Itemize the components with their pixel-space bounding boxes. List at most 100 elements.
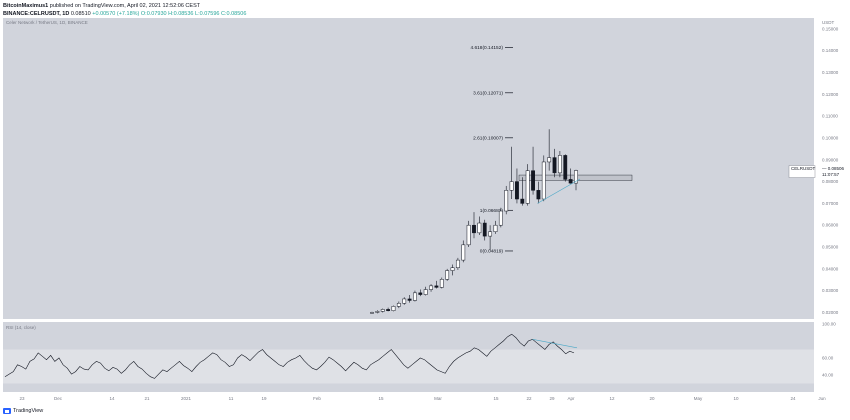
candle-body (563, 155, 568, 180)
main-pane-background (3, 18, 814, 319)
candle-body (574, 170, 578, 184)
trendline (537, 178, 581, 204)
price-tick-label: 0.02000 (822, 310, 839, 315)
published-text: published on TradingView.com, April 02, … (49, 3, 201, 9)
price-axis-unit: USDT (822, 20, 835, 25)
time-tick-label: 15 (378, 396, 384, 401)
price-trendline (537, 178, 581, 204)
price-countdown: 11:07:57 (822, 172, 840, 177)
symbol-line: BINANCE:CELRUSDT, 1D (3, 11, 70, 17)
candle-body (396, 303, 401, 307)
time-tick-label: May (694, 396, 703, 401)
price-tick-label: 0.13000 (822, 70, 839, 75)
rsi-line (4, 333, 575, 379)
time-tick-label: 29 (549, 396, 555, 401)
time-tick-label: 2021 (181, 396, 192, 401)
candle-body (520, 198, 525, 204)
change-value: 0.08510 (70, 11, 91, 17)
candle-body (413, 292, 417, 301)
price-label-box (788, 165, 816, 178)
candle-body (504, 190, 509, 212)
time-tick-label: 10 (733, 396, 739, 401)
fib-levels: 4.618(0.14152) 3.61(0.12071) 2.61(0.10007)… (470, 45, 513, 254)
time-tick-label: Apr (567, 396, 575, 401)
price-tick-label: 0.10000 (822, 135, 839, 140)
rsi-pane-title: RSI (14, close) (6, 325, 36, 330)
time-axis[interactable]: 23 Dec 14 21 2021 11 19 Feb 15 Mar 15 22 29 Apr 12 20 Ma… (19, 396, 826, 401)
tradingview-brand: TradingView (13, 408, 44, 414)
candle-body (455, 259, 460, 268)
candle-body (509, 181, 514, 191)
candle-body (461, 244, 466, 261)
time-tick-label: 15 (493, 396, 499, 401)
chart-header: BitcoinMaximus1 published on TradingView… (3, 2, 246, 18)
price-tick-label: 0.12000 (822, 92, 839, 97)
time-tick-label: Jun (818, 396, 826, 401)
candle-body (547, 157, 552, 163)
time-tick-label: Mar (434, 396, 442, 401)
candle-body (557, 155, 562, 174)
current-price-symbol: CELRUSDT (791, 166, 816, 171)
time-tick-label: 14 (109, 396, 115, 401)
candle-body (541, 161, 546, 200)
fib-level-label: 2.61(0.10007) (473, 135, 503, 141)
price-tick-label: 0.06000 (822, 223, 839, 228)
pane-title: Celer Network / TetherUS, 1D, BINANCE (6, 20, 88, 25)
time-tick-label: Feb (313, 396, 321, 401)
candle-body (370, 312, 374, 314)
fib-level-label: 4.618(0.14152) (470, 45, 503, 51)
candle-body (552, 157, 557, 174)
time-tick-label: 19 (261, 396, 267, 401)
candle-body (466, 224, 471, 246)
price-tick-label: 0.05000 (822, 245, 839, 250)
candle-body (386, 309, 391, 311)
candle-body (423, 289, 428, 295)
candle-body (450, 267, 455, 271)
candle-body (445, 270, 450, 280)
rsi-tick-label: 60.00 (822, 356, 834, 361)
tradingview-logo[interactable]: TradingView (3, 408, 43, 414)
time-tick-label: 12 (609, 396, 615, 401)
rsi-band (3, 349, 814, 384)
fib-level-label: 0(0.04819) (480, 248, 504, 254)
time-tick-label: 23 (19, 396, 25, 401)
candle-body (429, 285, 433, 290)
candle-body (488, 231, 493, 237)
candle-body (515, 181, 519, 200)
time-tick-label: 20 (649, 396, 655, 401)
change-percent: +0.00570 (+7.18%) (92, 11, 140, 17)
candle-body (477, 222, 482, 234)
price-tick-label: 0.11000 (822, 114, 838, 119)
candle-body (391, 306, 396, 311)
candle-body (380, 309, 385, 312)
current-price-value: — 0.08506 (822, 166, 845, 171)
price-tick-label: 0.04000 (822, 266, 839, 271)
candle-body (402, 298, 407, 304)
tradingview-icon (3, 408, 11, 414)
candle-body (407, 298, 412, 301)
fib-level-label: 3.61(0.12071) (473, 90, 503, 96)
candle-body (418, 292, 423, 295)
candle-body (482, 222, 487, 237)
price-tick-label: 0.08000 (822, 179, 839, 184)
publisher-name[interactable]: BitcoinMaximus1 (3, 3, 49, 9)
time-tick-label: 21 (144, 396, 150, 401)
candle-body (439, 279, 444, 288)
rsi-tick-label: 40.00 (822, 373, 834, 378)
candle-body (375, 311, 380, 313)
price-tick-label: 0.15000 (822, 26, 839, 31)
candle-body (525, 170, 530, 204)
candle-body (498, 210, 503, 226)
rsi-trendline (532, 339, 578, 349)
candle-body (472, 224, 476, 234)
ohlc-values: O:0.07930 H:0.08536 L:0.07596 C:0.08506 (140, 11, 247, 17)
time-tick-label: 24 (790, 396, 796, 401)
time-tick-label: 22 (526, 396, 532, 401)
candle-body (434, 285, 439, 288)
price-tick-label: 0.03000 (822, 288, 839, 293)
rsi-series: 100.00 60.00 40.00 (3, 322, 836, 384)
fib-level-label: 1(0.06683) (480, 208, 504, 214)
